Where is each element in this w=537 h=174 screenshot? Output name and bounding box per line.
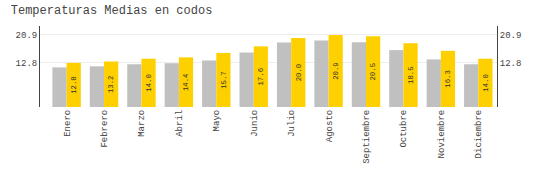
svg-text:20.0: 20.0 — [295, 64, 303, 82]
svg-text:Octubre: Octubre — [399, 110, 409, 148]
svg-text:Julio: Julio — [287, 110, 297, 137]
svg-text:Marzo: Marzo — [137, 110, 147, 137]
svg-text:20.9: 20.9 — [16, 31, 38, 41]
svg-text:Noviembre: Noviembre — [437, 110, 447, 159]
svg-text:Junio: Junio — [250, 110, 260, 137]
svg-text:14.0: 14.0 — [482, 74, 490, 92]
svg-text:16.3: 16.3 — [444, 70, 452, 88]
svg-text:Septiembre: Septiembre — [362, 110, 372, 164]
svg-text:Temperaturas Medias en codos: Temperaturas Medias en codos — [11, 4, 213, 18]
svg-text:Agosto: Agosto — [325, 110, 335, 142]
svg-text:12.8: 12.8 — [500, 59, 522, 69]
svg-text:14.0: 14.0 — [145, 74, 153, 92]
svg-text:Febrero: Febrero — [100, 110, 110, 148]
svg-text:12.8: 12.8 — [16, 59, 38, 69]
svg-text:13.2: 13.2 — [107, 76, 115, 94]
svg-text:Diciembre: Diciembre — [474, 110, 484, 159]
svg-text:18.5: 18.5 — [407, 66, 415, 84]
svg-text:17.6: 17.6 — [257, 68, 265, 86]
svg-text:20.9: 20.9 — [332, 62, 340, 80]
svg-text:15.7: 15.7 — [220, 71, 228, 89]
svg-text:Enero: Enero — [63, 110, 73, 137]
svg-text:Abril: Abril — [175, 110, 185, 137]
svg-text:12.8: 12.8 — [70, 76, 78, 94]
svg-text:14.4: 14.4 — [182, 73, 190, 91]
svg-text:Mayo: Mayo — [212, 110, 222, 132]
svg-text:20.9: 20.9 — [500, 31, 522, 41]
svg-text:20.5: 20.5 — [369, 63, 377, 81]
